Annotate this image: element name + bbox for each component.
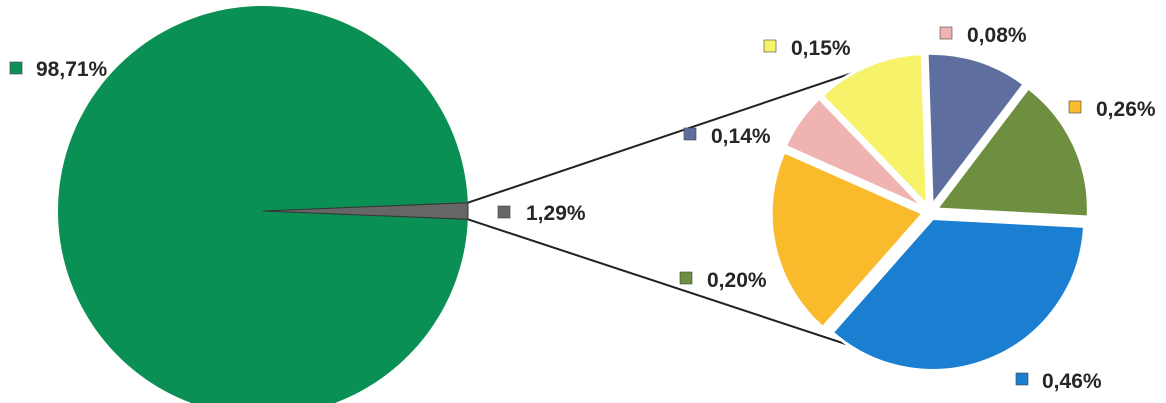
slice-0-08pct (783, 96, 926, 210)
slice-0-46pct (830, 216, 1087, 372)
legend-marker (683, 127, 697, 141)
slice-98-71pct (58, 6, 468, 403)
label-text: 0,08% (967, 24, 1027, 47)
legend-marker (763, 39, 777, 53)
slice-0-14pct (925, 51, 1027, 210)
connector-lines (467, 62, 883, 357)
label-text: 98,71% (36, 58, 108, 81)
data-label-0-14pct: 0,14% (683, 125, 771, 148)
legend-marker (497, 205, 511, 219)
label-text: 0,15% (791, 37, 851, 60)
legend-marker (9, 61, 23, 75)
main-pie (58, 6, 469, 403)
slice-0-15pct (820, 52, 929, 210)
legend-marker (679, 271, 693, 285)
slice-0-20pct (933, 85, 1090, 219)
slice-0-26pct (769, 149, 926, 330)
data-label-1-29pct: 1,29% (497, 202, 586, 225)
slice-1-29pct (262, 202, 469, 220)
data-labels: 98,71% 1,29% 0,46% 0,26% 0,08% 0,15% 0,14% 0,20… (9, 24, 1156, 393)
label-text: 0,14% (711, 125, 771, 148)
data-label-0-46pct: 0,46% (1015, 370, 1102, 393)
connector-line-top (467, 62, 883, 204)
legend-marker (939, 26, 953, 40)
connector-line-bottom (467, 218, 883, 357)
secondary-pie (769, 51, 1090, 372)
data-label-98-71pct: 98,71% (9, 58, 108, 81)
data-label-0-08pct: 0,08% (939, 24, 1027, 47)
label-text: 1,29% (526, 202, 586, 225)
data-label-0-26pct: 0,26% (1068, 98, 1156, 121)
data-label-0-20pct: 0,20% (679, 269, 767, 292)
label-text: 0,26% (1096, 98, 1156, 121)
label-text: 0,46% (1042, 370, 1102, 393)
data-label-0-15pct: 0,15% (763, 37, 851, 60)
label-text: 0,20% (707, 269, 767, 292)
legend-marker (1068, 100, 1082, 114)
legend-marker (1015, 372, 1029, 386)
